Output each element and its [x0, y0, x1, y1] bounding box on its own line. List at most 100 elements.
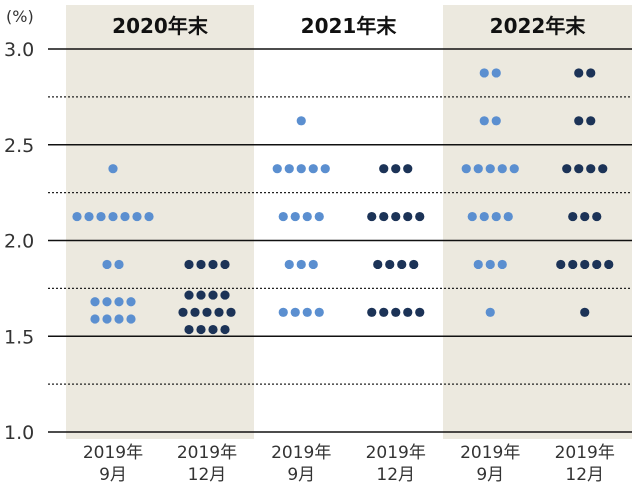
dot-g3-c2-r6-1	[580, 307, 590, 317]
x-label-line1-g1-c2: 2019年	[177, 443, 237, 463]
x-label-line2-g2-c1: 9月	[287, 465, 315, 485]
dot-g3-c2-r3-1	[562, 164, 572, 174]
dot-g2-c2-r3-4	[409, 259, 419, 270]
dot-g2-c2-r3-2	[385, 259, 395, 270]
dot-g1-c2-r1-1	[184, 259, 194, 270]
dot-g1-c1-r5-4	[126, 314, 136, 324]
dot-g3-c2-r4-3	[592, 211, 602, 222]
dot-g3-c2-r5-4	[592, 259, 602, 270]
dot-g2-c1-r5-4	[314, 307, 324, 317]
y-tick-label-4: 2.5	[4, 135, 34, 157]
text-layer: (%) 2020年末 2021年末 2022年末 1.0 1.5 2.0 2.5 3.0 201…	[4, 7, 615, 485]
x-label-line2-g1-c1: 9月	[99, 465, 127, 485]
dot-g2-c1-r2-1	[272, 164, 282, 174]
dot-g1-c2-r3-3	[202, 307, 212, 317]
dot-g3-c2-r4-1	[568, 211, 578, 222]
y-tick-label-1: 1.0	[4, 422, 34, 444]
dot-g3-c2-r2-2	[586, 116, 596, 126]
dot-g3-c1-r2-2	[491, 116, 501, 126]
grid-layer	[48, 48, 632, 433]
dot-g2-c1-r5-1	[278, 307, 288, 317]
dot-g3-c1-r4-1	[467, 211, 477, 222]
x-label-line1-g2-c1: 2019年	[271, 443, 331, 463]
dot-g1-c1-r2-5	[120, 211, 130, 222]
dot-g1-c1-r4-1	[90, 297, 100, 307]
dot-g3-c1-r3-2	[473, 164, 483, 174]
dot-layer	[72, 68, 614, 335]
x-label-line1-g1-c1: 2019年	[83, 443, 143, 463]
dot-g3-c1-r5-3	[497, 259, 507, 270]
dot-g2-c1-r1-1	[296, 116, 306, 126]
x-label-line1-g3-c2: 2019年	[555, 443, 615, 463]
dot-g1-c2-r1-4	[220, 259, 230, 270]
x-label-line1-g3-c1: 2019年	[460, 443, 520, 463]
group-title-3: 2022年末	[490, 14, 587, 38]
dot-g1-c1-r2-1	[72, 211, 82, 222]
dot-g2-c2-r4-2	[379, 307, 389, 317]
dot-g2-c1-r3-4	[314, 211, 324, 222]
dot-g1-c2-r2-4	[220, 290, 230, 300]
dot-g3-c1-r5-1	[473, 259, 483, 270]
dot-g3-c1-r1-1	[479, 68, 489, 78]
dot-g2-c2-r4-4	[403, 307, 413, 317]
dot-g3-c1-r5-2	[485, 259, 495, 270]
dot-g3-c2-r4-2	[580, 211, 590, 222]
dot-g1-c1-r1-1	[108, 164, 118, 174]
dot-g3-c1-r3-5	[509, 164, 519, 174]
dot-g2-c1-r4-3	[308, 259, 318, 270]
dot-g1-c1-r2-3	[96, 211, 106, 222]
dot-g2-c2-r2-5	[415, 211, 425, 222]
group-title-2: 2021年末	[301, 14, 398, 38]
dot-g2-c1-r4-2	[296, 259, 306, 270]
dot-g3-c1-r3-3	[485, 164, 495, 174]
group-shade-3	[443, 5, 632, 439]
group-shade-1	[66, 5, 254, 439]
x-label-line2-g2-c2: 12月	[376, 465, 415, 485]
dot-g3-c2-r3-2	[574, 164, 584, 174]
y-tick-label-3: 2.0	[4, 231, 34, 253]
dot-g3-c1-r3-4	[497, 164, 507, 174]
dot-g1-c2-r3-2	[190, 307, 200, 317]
y-axis-unit: (%)	[6, 7, 34, 26]
dot-g1-c2-r3-5	[226, 307, 236, 317]
group-title-1: 2020年末	[112, 14, 209, 38]
dot-g1-c2-r1-3	[208, 259, 218, 270]
y-tick-label-2: 1.5	[4, 326, 34, 348]
dot-g3-c1-r1-2	[491, 68, 501, 78]
dot-g1-c2-r2-2	[196, 290, 206, 300]
dot-g2-c2-r4-3	[391, 307, 401, 317]
x-label-line2-g1-c2: 12月	[188, 465, 227, 485]
dot-g3-c2-r5-1	[556, 259, 566, 270]
dot-g1-c2-r4-1	[184, 324, 194, 335]
dot-g1-c1-r5-1	[90, 314, 100, 324]
dot-g3-c1-r3-1	[461, 164, 471, 174]
dot-g2-c1-r5-3	[302, 307, 312, 317]
dot-g2-c2-r2-1	[367, 211, 377, 222]
dot-g2-c1-r2-2	[284, 164, 294, 174]
dot-g3-c1-r6-1	[485, 307, 495, 317]
dot-g1-c2-r3-1	[178, 307, 188, 317]
dot-g2-c1-r4-1	[284, 259, 294, 270]
dot-g3-c1-r4-3	[491, 211, 501, 222]
dot-g1-c1-r2-7	[144, 211, 154, 222]
dot-g1-c2-r3-4	[214, 307, 224, 317]
dot-g1-c1-r3-2	[114, 259, 124, 270]
dot-g1-c1-r4-3	[114, 297, 124, 307]
dot-g2-c2-r3-1	[373, 259, 383, 270]
dot-g2-c1-r2-5	[320, 164, 330, 174]
dot-g2-c2-r3-3	[397, 259, 407, 270]
dot-g3-c2-r1-2	[586, 68, 596, 78]
dot-g2-c1-r3-2	[290, 211, 300, 222]
dot-g1-c1-r2-2	[84, 211, 94, 222]
dot-g1-c1-r4-4	[126, 297, 136, 307]
dot-g1-c1-r2-6	[132, 211, 142, 222]
dot-g3-c1-r4-4	[503, 211, 513, 222]
dot-g3-c2-r5-5	[604, 259, 614, 270]
dot-g2-c2-r1-1	[379, 164, 389, 174]
dot-g2-c2-r1-2	[391, 164, 401, 174]
dot-g1-c2-r4-2	[196, 324, 206, 335]
dot-g2-c1-r3-1	[278, 211, 288, 222]
dot-g1-c1-r3-1	[102, 259, 112, 270]
dot-g2-c2-r1-3	[403, 164, 413, 174]
